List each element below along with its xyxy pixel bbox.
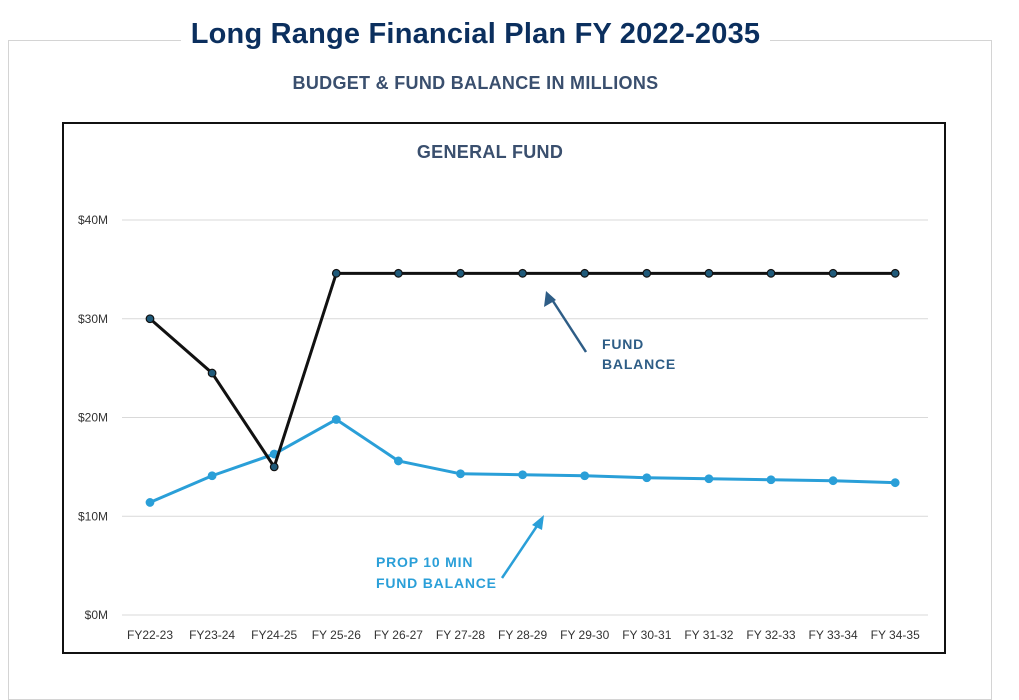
prop10-arrow-shaft <box>500 522 541 579</box>
gridlines <box>122 219 928 616</box>
chart-title: GENERAL FUND <box>417 142 563 162</box>
x-tick-label: FY 28-29 <box>498 628 547 642</box>
fund-balance-point <box>704 268 714 278</box>
fund-balance-arrow-shaft <box>549 297 588 353</box>
x-tick-label: FY 26-27 <box>374 628 423 642</box>
prop10-point <box>331 415 341 424</box>
fund-balance-point <box>766 268 776 278</box>
fund-balance-point <box>890 268 900 278</box>
general-fund-chart: GENERAL FUND $0M $10M $20M $30M $40M FY22-23… <box>78 142 928 642</box>
prop10-point <box>207 471 217 481</box>
fund-balance-point <box>269 462 279 472</box>
fund-balance-point <box>331 268 341 278</box>
fund-balance-point <box>456 268 465 278</box>
x-tick-label: FY 29-30 <box>560 628 609 642</box>
prop10-point <box>766 475 776 485</box>
series-group <box>145 268 900 507</box>
page-title-text: Long Range Financial Plan FY 2022-2035 <box>180 18 771 50</box>
prop10-point <box>890 478 900 488</box>
fund-balance-arrow-head <box>544 291 556 307</box>
fund-balance-annotation-line1: FUND <box>602 336 644 352</box>
y-axis-ticks: $0M $10M $20M $30M $40M <box>78 213 108 622</box>
x-axis-ticks: FY22-23 FY23-24 FY24-25 FY 25-26 FY 26-27 FY … <box>127 628 920 642</box>
fund-balance-point <box>828 268 838 278</box>
fund-balance-point <box>642 268 652 278</box>
prop10-point <box>456 469 465 479</box>
fund-balance-point <box>207 368 217 378</box>
prop10-point <box>145 498 155 507</box>
prop10-point <box>518 470 528 480</box>
prop10-arrow-head <box>532 515 544 530</box>
prop10-point <box>580 471 590 481</box>
prop10-annotation-line2: FUND BALANCE <box>376 575 497 591</box>
fund-balance-point <box>394 268 403 278</box>
fund-balance-line <box>148 271 897 469</box>
x-tick-label: FY23-24 <box>189 628 235 642</box>
prop10-point <box>642 473 652 483</box>
y-tick-label: $20M <box>78 411 108 425</box>
y-tick-label: $40M <box>78 213 108 227</box>
page-subtitle: BUDGET & FUND BALANCE IN MILLIONS <box>292 73 659 93</box>
x-tick-label: FY 25-26 <box>312 628 361 642</box>
x-tick-label: FY 30-31 <box>622 628 671 642</box>
y-tick-label: $10M <box>78 509 108 523</box>
x-tick-label: FY 33-34 <box>809 628 858 642</box>
page-title: Long Range Financial Plan FY 2022-2035 <box>0 18 951 51</box>
prop10-annotation-line1: PROP 10 MIN <box>376 554 473 570</box>
x-tick-label: FY 27-28 <box>436 628 485 642</box>
y-tick-label: $30M <box>78 312 108 326</box>
fund-balance-point <box>580 268 590 278</box>
chart-panel: GENERAL FUND $0M $10M $20M $30M $40M FY22-23… <box>62 122 946 654</box>
x-tick-label: FY 31-32 <box>684 628 733 642</box>
prop10-line <box>148 417 897 504</box>
annotations: FUND BALANCE PROP 10 MIN FUND BALANCE <box>376 291 676 591</box>
x-tick-label: FY 32-33 <box>746 628 795 642</box>
fund-balance-annotation-line2: BALANCE <box>602 356 676 372</box>
prop10-point <box>394 456 403 466</box>
prop10-point <box>704 474 714 484</box>
x-tick-label: FY22-23 <box>127 628 173 642</box>
x-tick-label: FY24-25 <box>251 628 297 642</box>
prop10-point <box>828 476 838 486</box>
fund-balance-point <box>518 268 528 278</box>
fund-balance-point <box>145 314 155 324</box>
x-tick-label: FY 34-35 <box>871 628 920 642</box>
y-tick-label: $0M <box>85 608 108 622</box>
